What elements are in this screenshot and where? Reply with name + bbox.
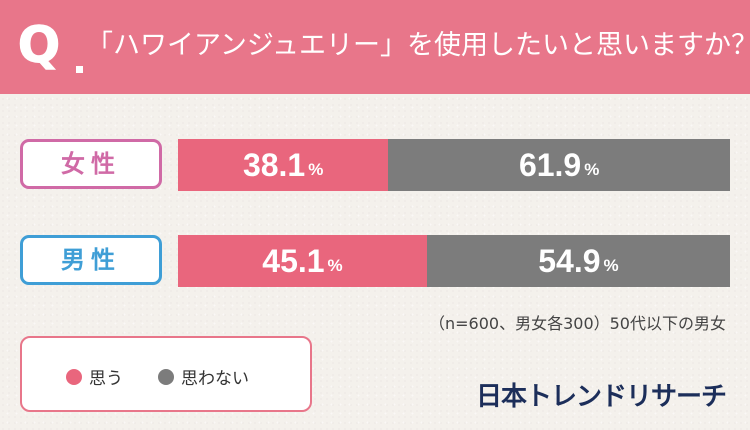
bar-yes-male: 45.1%: [178, 235, 427, 287]
question-text: 「ハワイアンジュエリー」を使用したいと思いますか？: [86, 30, 750, 61]
category-label-female: 女性: [20, 139, 162, 189]
q-icon: Q: [16, 16, 62, 74]
legend: 思う 思わない: [20, 336, 312, 412]
category-label-male: 男性: [20, 235, 162, 285]
legend-item-no: 思わない: [158, 364, 249, 389]
legend-label-no: 思わない: [181, 369, 249, 389]
percent-unit: %: [308, 160, 324, 179]
bar-row-male: 45.1% 54.9%: [178, 235, 730, 287]
value-label: 61.9: [518, 146, 582, 183]
q-letter: Q: [17, 16, 61, 74]
bar-no-male: 54.9%: [426, 235, 730, 287]
value-label: 45.1: [262, 242, 325, 279]
brand-logo: 日本トレンドリサーチ: [475, 382, 727, 412]
bar-no-female: 61.9%: [388, 139, 730, 191]
percent-unit: %: [603, 256, 619, 275]
legend-label-yes: 思う: [89, 369, 123, 389]
question-header: Q 「ハワイアンジュエリー」を使用したいと思いますか？: [0, 0, 750, 94]
legend-item-yes: 思う: [66, 364, 123, 389]
percent-unit: %: [327, 256, 343, 275]
bar-yes-female: 38.1%: [178, 139, 389, 191]
legend-dot-yes: [66, 368, 82, 385]
legend-dot-no: [158, 368, 174, 385]
value-label: 54.9: [538, 242, 601, 279]
percent-unit: %: [584, 160, 600, 179]
q-dot: [76, 66, 83, 73]
sample-note: （n=600、男女各300）50代以下の男女: [429, 314, 726, 333]
bar-row-female: 38.1% 61.9%: [178, 139, 730, 191]
value-label: 38.1: [242, 146, 306, 183]
